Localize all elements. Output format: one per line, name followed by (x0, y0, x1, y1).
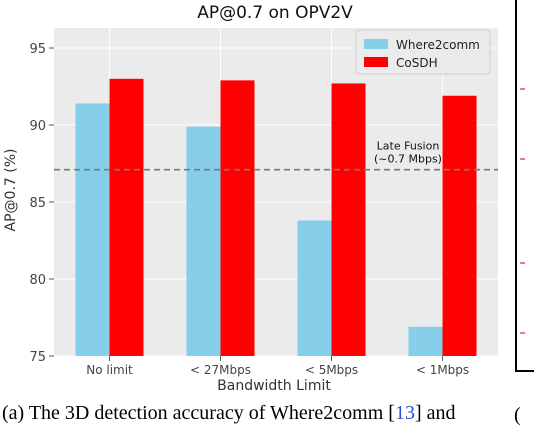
caption-citation-link[interactable]: 13 (394, 402, 415, 424)
y-tick-label: 90 (29, 119, 46, 134)
bar-where2comm (186, 126, 221, 357)
legend-swatch (364, 39, 388, 49)
bar-chart: AP@0.7 on OPV2V Late Fusion(~0.7 Mbps) 7… (3, 3, 498, 394)
bar-cosdh (220, 80, 255, 356)
figure-caption: (a) The 3D detection accuracy of Where2c… (2, 402, 532, 425)
adjacent-figure-frame (515, 0, 534, 372)
y-axis-label: AP@0.7 (%) (3, 149, 19, 232)
bar-where2comm (408, 326, 443, 356)
legend-box (355, 29, 491, 75)
legend-swatch (364, 57, 388, 67)
y-tick-label: 75 (29, 350, 46, 365)
x-axis-label: Bandwidth Limit (217, 378, 331, 394)
x-tick-label: < 1Mbps (416, 363, 469, 377)
x-tick-label: No limit (86, 363, 133, 377)
chart-title: AP@0.7 on OPV2V (197, 3, 353, 23)
y-tick-label: 80 (29, 273, 46, 288)
caption-text: (a) The 3D detection accuracy of Where2c… (2, 402, 395, 424)
adjacent-caption-fragment: ( (514, 404, 521, 426)
adjacent-figure-tick (520, 332, 525, 334)
y-tick-label: 95 (29, 42, 46, 57)
x-tick-label: < 27Mbps (190, 363, 251, 377)
legend-label: Where2comm (396, 38, 480, 52)
bar-where2comm (297, 220, 332, 356)
y-tick-label: 85 (29, 196, 46, 211)
caption-text-end: ] and (414, 402, 456, 424)
adjacent-figure-tick (520, 158, 525, 160)
adjacent-figure-tick (520, 262, 525, 264)
y-axis: 75 80 85 90 95 (29, 42, 54, 365)
legend-label: CoSDH (396, 56, 438, 70)
bar-cosdh (442, 95, 477, 357)
x-tick-label: < 5Mbps (305, 363, 358, 377)
bar-cosdh (109, 78, 144, 357)
bars (75, 78, 477, 357)
legend: Where2comm CoSDH (355, 29, 491, 75)
bar-cosdh (331, 83, 366, 357)
adjacent-figure-tick (520, 88, 525, 90)
x-axis: No limit < 27Mbps < 5Mbps < 1Mbps (86, 356, 469, 377)
reference-sublabel: (~0.7 Mbps) (374, 153, 442, 166)
bar-where2comm (75, 103, 110, 356)
reference-label: Late Fusion (377, 140, 440, 153)
late-fusion-reference: Late Fusion(~0.7 Mbps) (54, 140, 498, 171)
